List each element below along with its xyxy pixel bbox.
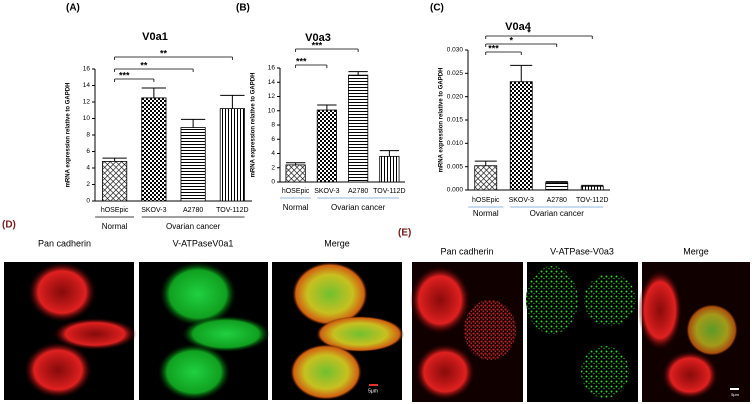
panel-label: (C) [430, 3, 444, 14]
y-tick-label: 10 [268, 107, 276, 114]
image-label: Merge [324, 238, 350, 248]
x-tick-label: hOSEpic [472, 197, 500, 204]
image-label: Pan cadherin [38, 238, 91, 248]
sig-label: *** [312, 40, 323, 50]
sig-label: *** [488, 43, 499, 53]
sig-label: * [527, 27, 531, 37]
bar [285, 164, 306, 183]
x-tick-label: SKOV-3 [141, 207, 166, 214]
image-label: V-ATPaseV0a1 [173, 238, 234, 248]
bar [316, 109, 337, 183]
panel-label: (D) [2, 220, 16, 231]
group-label: Ovarian cancer [166, 222, 221, 231]
sig-label: * [509, 35, 513, 45]
x-tick-label: A2780 [348, 188, 368, 195]
y-tick-label: 0.015 [447, 117, 464, 124]
y-tick-label: 14 [83, 82, 91, 89]
scale-bar-label: 5μm [368, 388, 378, 394]
x-tick-label: SKOV-3 [509, 197, 534, 204]
y-tick-label: 0.010 [447, 140, 464, 147]
x-tick-label: A2780 [183, 207, 203, 214]
chart-title: V0a3 [305, 32, 331, 44]
group-label: Ovarian cancer [530, 209, 585, 218]
bar [580, 185, 604, 191]
bar [219, 108, 245, 202]
y-tick-label: 6 [86, 148, 90, 155]
y-tick-label: 14 [268, 79, 276, 86]
y-tick-label: 0.025 [447, 70, 464, 77]
group-label: Ovarian cancer [331, 203, 386, 212]
y-tick-label: 10 [83, 115, 91, 122]
y-tick-label: 8 [271, 122, 275, 129]
sig-label: ** [160, 48, 168, 58]
bar [545, 182, 569, 191]
image-label: V-ATPase-V0a3 [550, 246, 614, 256]
micrograph-d [4, 262, 404, 400]
micrograph-e [410, 262, 750, 402]
bar [180, 127, 206, 202]
y-tick-label: 16 [83, 66, 91, 73]
y-tick-label: 6 [271, 136, 275, 143]
y-tick-label: 0.005 [447, 163, 464, 170]
bar [474, 165, 498, 191]
x-tick-label: hOSEpic [282, 188, 310, 195]
bar [141, 97, 167, 202]
x-tick-label: TOV-112D [373, 188, 405, 195]
image-label: Merge [683, 246, 709, 256]
y-tick-label: 2 [86, 181, 90, 188]
x-tick-label: TOV-112D [576, 197, 608, 204]
y-axis-label: mRNA expression relative to GAPDH [66, 83, 72, 188]
scale-bar-label: 5μm [731, 392, 740, 397]
y-tick-label: 4 [271, 150, 275, 157]
group-label: Normal [283, 203, 309, 212]
chart-title: V0a1 [142, 31, 168, 43]
sig-label: ** [140, 60, 148, 70]
panel-label: (B) [236, 3, 250, 14]
y-tick-label: 12 [83, 99, 91, 106]
y-tick-label: 0 [271, 179, 275, 186]
y-axis-label: mRNA expression relative to GAPDH [439, 68, 445, 173]
bar [102, 160, 128, 202]
group-label: Normal [102, 222, 128, 231]
y-tick-label: 2 [271, 164, 275, 171]
bar [509, 81, 533, 191]
panel-label: (A) [66, 3, 80, 14]
y-tick-label: 4 [86, 165, 90, 172]
y-tick-label: 0.020 [447, 93, 464, 100]
image-label: Pan cadherin [440, 246, 493, 256]
sig-label: *** [296, 56, 307, 66]
x-tick-label: hOSEpic [101, 207, 129, 214]
x-tick-label: TOV-112D [216, 207, 248, 214]
panel-label: (E) [398, 228, 411, 239]
x-tick-label: A2780 [547, 197, 567, 204]
chart-title: V0a4 [505, 21, 532, 33]
sig-label: *** [119, 70, 130, 80]
bar [379, 155, 400, 183]
bar [348, 74, 369, 183]
y-tick-label: 8 [86, 132, 90, 139]
y-axis-label: mRNA expression relative to GAPDH [251, 73, 257, 178]
y-tick-label: 12 [268, 93, 276, 100]
y-tick-label: 0 [86, 198, 90, 205]
y-tick-label: 0.030 [447, 47, 464, 54]
group-label: Normal [473, 209, 499, 218]
x-tick-label: SKOV-3 [314, 188, 339, 195]
y-tick-label: 0.000 [447, 187, 464, 194]
y-tick-label: 16 [268, 65, 276, 72]
